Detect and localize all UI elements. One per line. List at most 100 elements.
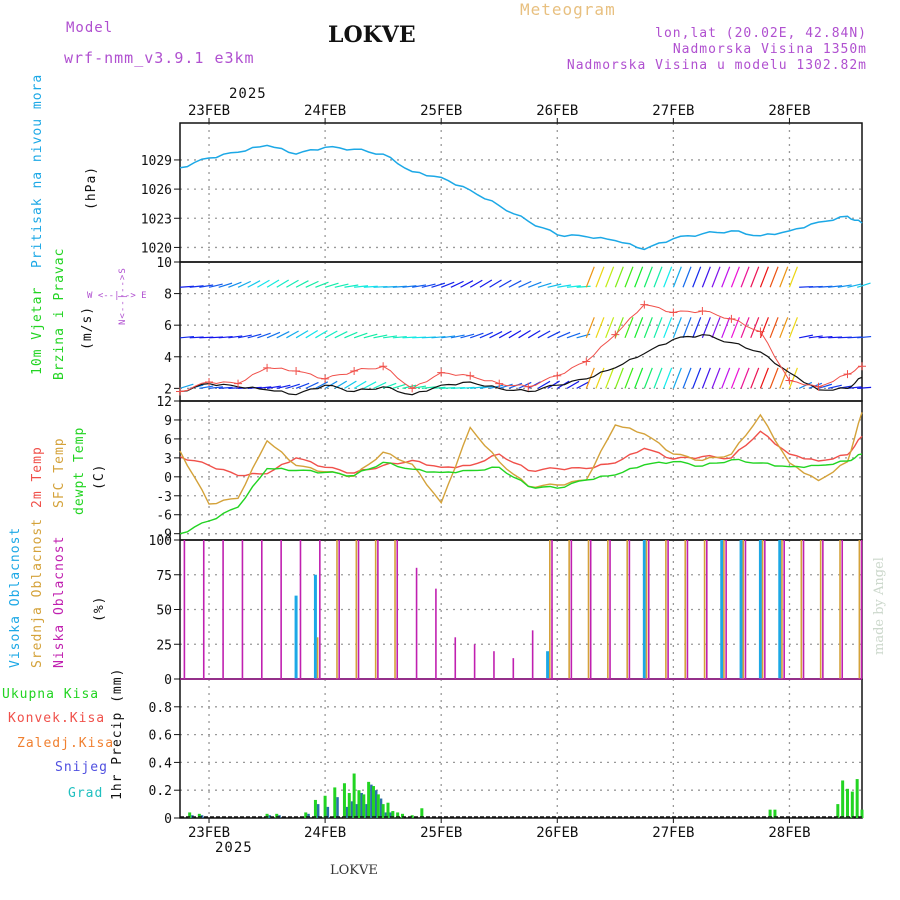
wind-barb-arrow: [237, 334, 252, 339]
wind-barb-arrow: [179, 285, 195, 288]
y-tick-label: -6: [156, 509, 172, 524]
precip-total-bar: [367, 781, 371, 818]
x-tick-label-bottom: 25FEB: [420, 825, 462, 841]
wind-barb-arrow: [479, 385, 494, 389]
wind-barb-arrow: [402, 285, 417, 288]
wind-barb-arrow: [498, 330, 512, 339]
meteogram-title: Meteogram: [520, 0, 616, 19]
wind-barb-arrow: [828, 285, 843, 288]
precip-total-bar: [410, 815, 414, 818]
pressure-line: [179, 144, 863, 251]
wind-barb-arrow: [624, 266, 634, 288]
wind-barb-arrow: [479, 331, 493, 339]
wind-barb-arrow: [383, 335, 398, 339]
x-tick-label-top: 27FEB: [652, 103, 694, 119]
precip-total-bar: [313, 799, 317, 818]
model-elevation-label: Nadmorska Visina u modelu 1302.82m: [566, 58, 867, 73]
y-tick-label: 1020: [141, 241, 172, 256]
wind-barb-arrow: [334, 331, 348, 339]
wind-barb-arrow: [779, 266, 789, 288]
precip-snow-bar: [350, 801, 354, 818]
wind-barb-arrow: [218, 282, 233, 288]
y-tick-label: 0.2: [149, 784, 172, 799]
wind-gust-marker: [466, 371, 475, 380]
wind-gust-marker: [669, 308, 678, 317]
y-tick-label: 25: [156, 638, 172, 653]
wind-barb-arrow: [537, 282, 552, 288]
wind-barb-arrow: [276, 279, 290, 288]
wind-barb-arrow: [315, 330, 328, 339]
wind-barb-arrow: [498, 279, 512, 288]
wind-barb-arrow: [353, 332, 368, 339]
wind-barb-arrow: [595, 367, 605, 389]
wind-gust-marker: [437, 368, 446, 377]
wind-barb-arrow: [624, 367, 634, 389]
wind-barb-arrow: [499, 383, 513, 389]
wind-barb-arrow: [392, 383, 407, 389]
wind-gust-marker: [756, 327, 765, 336]
wind-barb-arrow: [653, 317, 663, 339]
wind-barb-arrow: [324, 282, 339, 288]
wind-barb-arrow: [788, 266, 798, 288]
wind-gust-marker: [292, 366, 301, 375]
wind-barb-arrow: [605, 317, 615, 339]
wind-barb-arrow: [295, 382, 310, 389]
precip-total-bar: [342, 783, 346, 818]
wind-barb-arrow: [373, 381, 387, 389]
wind-gust-marker: [379, 362, 388, 371]
wind-barb-arrow: [412, 284, 427, 288]
x-tick-label-top: 26FEB: [536, 103, 578, 119]
wind-barb-arrow: [576, 381, 590, 389]
wind-barb-arrow: [537, 330, 551, 339]
wind-barb-arrow: [769, 266, 779, 288]
wind-barb-arrow: [769, 317, 779, 339]
wind-barb-arrow: [750, 367, 760, 389]
precip-snow-bar: [365, 804, 368, 818]
wind-barb-arrow: [672, 266, 682, 288]
wind-barb-arrow: [566, 332, 581, 339]
precip-total-bar: [400, 813, 404, 818]
precip-snow-bar: [370, 784, 373, 818]
compass-ew-label: W <--|--> E: [87, 291, 147, 301]
wind-barb-arrow: [247, 280, 261, 288]
wind-barb-arrow: [614, 266, 624, 288]
precip-total-bar: [836, 804, 840, 818]
y-tick-label: 50: [156, 604, 172, 619]
precip-total-bar: [391, 811, 395, 818]
y-tick-label: 1029: [141, 154, 172, 169]
wind-barb-arrow: [199, 284, 214, 288]
wind-barb-arrow: [740, 317, 750, 339]
y-tick-label: 75: [156, 569, 172, 584]
wind-barb-arrow: [711, 367, 721, 389]
wind-gust-marker: [640, 300, 649, 309]
y-tick-label: 10: [156, 256, 172, 271]
wind-barb-arrow: [392, 335, 407, 339]
station-title: LOKVE: [328, 22, 416, 48]
wind-barb-arrow: [228, 335, 243, 339]
wind-barb-arrow: [701, 367, 711, 389]
wind-gust-marker: [727, 314, 736, 323]
precip-total-bar: [357, 790, 361, 818]
wind-gust-marker: [176, 387, 184, 396]
wind-barb-arrow: [324, 330, 338, 339]
wind-barb-arrow: [228, 281, 242, 288]
wind-barb-arrow: [518, 329, 531, 339]
model-name: wrf-nmm_v3.9.1 e3km: [64, 49, 255, 67]
wind-barb-arrow: [373, 334, 388, 339]
year-bottom: 2025: [215, 840, 253, 856]
wind-barb-arrow: [759, 317, 769, 339]
precip-snow-bar: [326, 806, 330, 818]
wind-gust-marker: [350, 366, 359, 375]
wind-barb-arrow: [189, 336, 204, 339]
wind-barb-arrow: [605, 367, 615, 389]
wind-barb-arrow: [257, 332, 271, 339]
wind-barb-arrow: [585, 266, 595, 288]
wind-barb-arrow: [189, 285, 204, 288]
precip-total-bar: [841, 780, 845, 818]
wind-barb-arrow: [788, 317, 798, 339]
y-tick-label: -3: [156, 490, 172, 505]
temp-sfc-line: [179, 412, 863, 505]
precip-frz-label: Zaledj.Kisa: [17, 736, 115, 751]
wind-gust-marker: [495, 379, 504, 388]
wind-barb-arrow: [730, 367, 740, 389]
